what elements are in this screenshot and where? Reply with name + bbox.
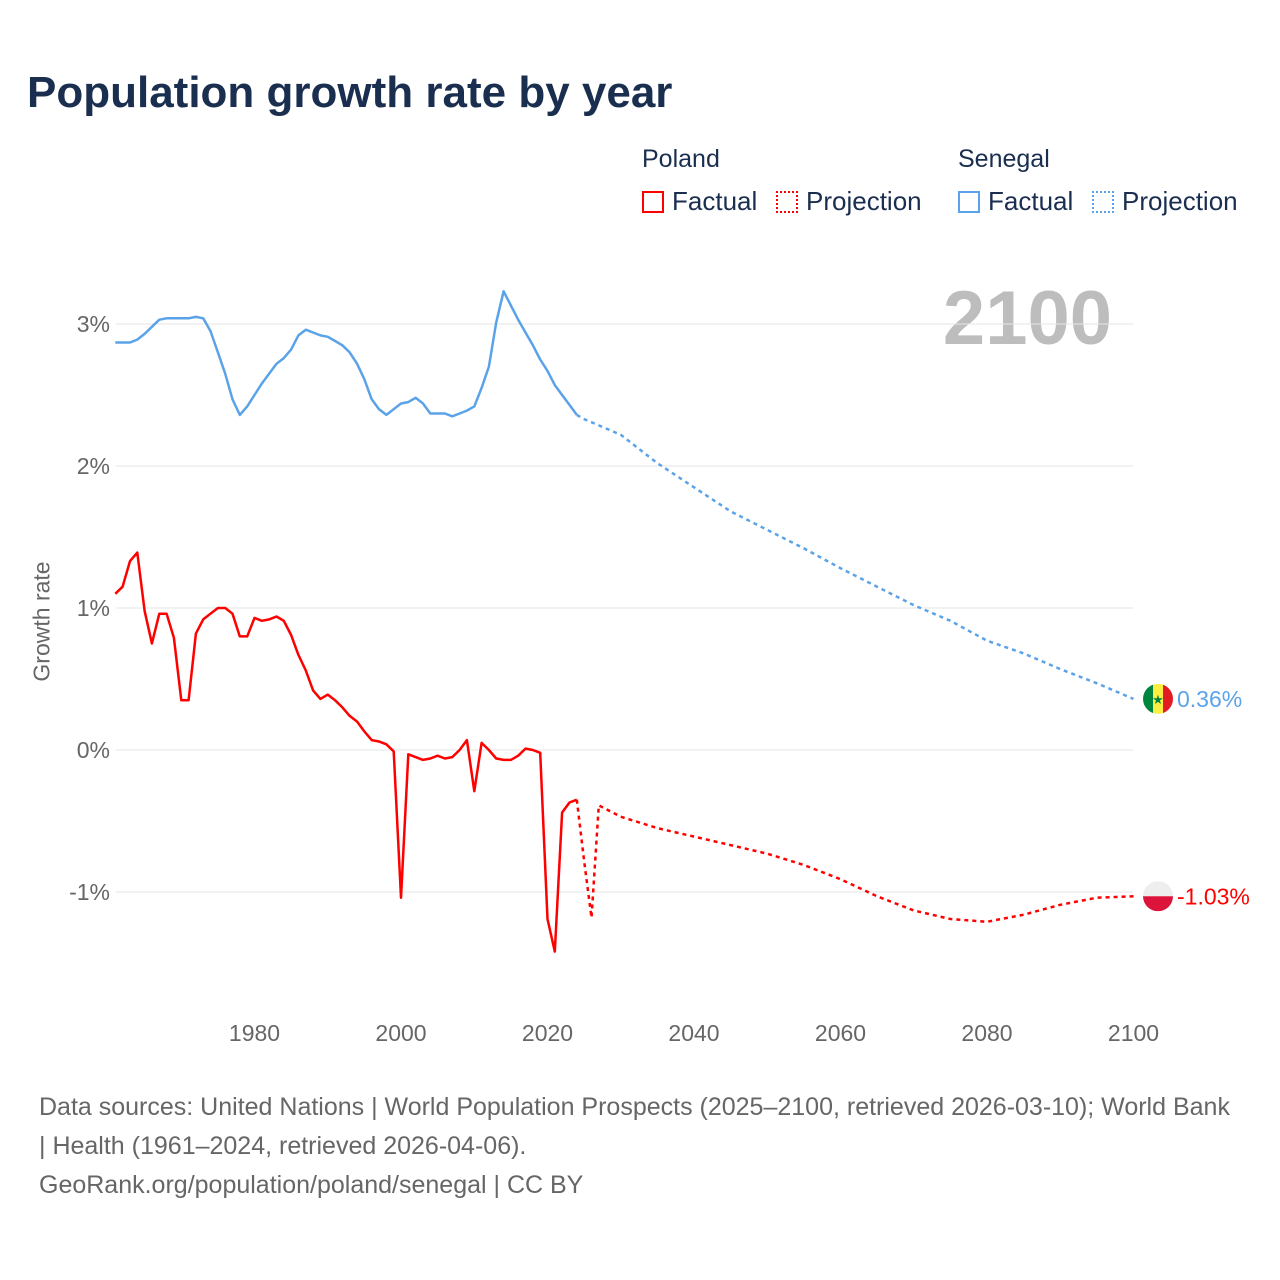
legend-poland-factual[interactable]: Factual xyxy=(642,186,757,217)
poland-projection-line xyxy=(575,799,1134,924)
legend-label: Factual xyxy=(672,186,758,216)
flag-star-icon: ★ xyxy=(1152,692,1164,707)
footer: Data sources: United Nations | World Pop… xyxy=(39,1088,1239,1205)
legend-poland-heading: Poland xyxy=(642,145,720,173)
flag-stripe xyxy=(1163,683,1173,714)
poland-flag-icon xyxy=(1143,881,1173,912)
y-tick-label: 1% xyxy=(77,595,110,621)
poland-end-value-label: -1.03% xyxy=(1177,883,1250,909)
legend-senegal-projection[interactable]: Projection xyxy=(1092,186,1238,217)
legend-label: Projection xyxy=(1122,186,1238,216)
legend-swatch-solid xyxy=(642,190,664,213)
x-tick-label: 2060 xyxy=(815,1020,866,1046)
legend-swatch-dotted xyxy=(776,190,798,213)
flag-stripe xyxy=(1153,683,1163,714)
poland-factual-line xyxy=(114,551,578,953)
data-sources: Data sources: United Nations | World Pop… xyxy=(39,1093,1230,1160)
senegal-factual-line xyxy=(115,290,578,418)
flag-stripe xyxy=(1143,896,1173,912)
source-link[interactable]: GeoRank.org/population/poland/senegal | … xyxy=(39,1171,584,1199)
page-title: Population growth rate by year xyxy=(27,68,673,117)
legend-label: Factual xyxy=(988,186,1074,216)
current-year-label: 2100 xyxy=(942,276,1112,361)
x-tick-label: 2100 xyxy=(1108,1020,1159,1046)
legend-swatch-dotted xyxy=(1092,190,1114,213)
y-tick-label: 3% xyxy=(77,311,110,337)
x-tick-label: 1980 xyxy=(229,1020,280,1046)
legend-senegal-heading: Senegal xyxy=(958,145,1050,173)
legend-poland-projection[interactable]: Projection xyxy=(776,186,922,217)
x-tick-label: 2040 xyxy=(668,1020,719,1046)
legend-senegal-factual[interactable]: Factual xyxy=(958,186,1073,217)
y-tick-label: -1% xyxy=(69,879,110,905)
flag-stripe xyxy=(1143,683,1153,714)
x-tick-label: 2020 xyxy=(522,1020,573,1046)
senegal-end-value-label: 0.36% xyxy=(1177,686,1242,712)
senegal-projection-line xyxy=(576,413,1134,701)
y-tick-label: 2% xyxy=(77,453,110,479)
flag-stripe xyxy=(1143,881,1173,897)
y-tick-label: 0% xyxy=(77,737,110,763)
legend-swatch-solid xyxy=(958,190,980,213)
x-tick-label: 2080 xyxy=(961,1020,1012,1046)
senegal-flag-icon: ★ xyxy=(1143,683,1173,714)
x-tick-label: 2000 xyxy=(375,1020,426,1046)
legend-label: Projection xyxy=(806,186,922,216)
